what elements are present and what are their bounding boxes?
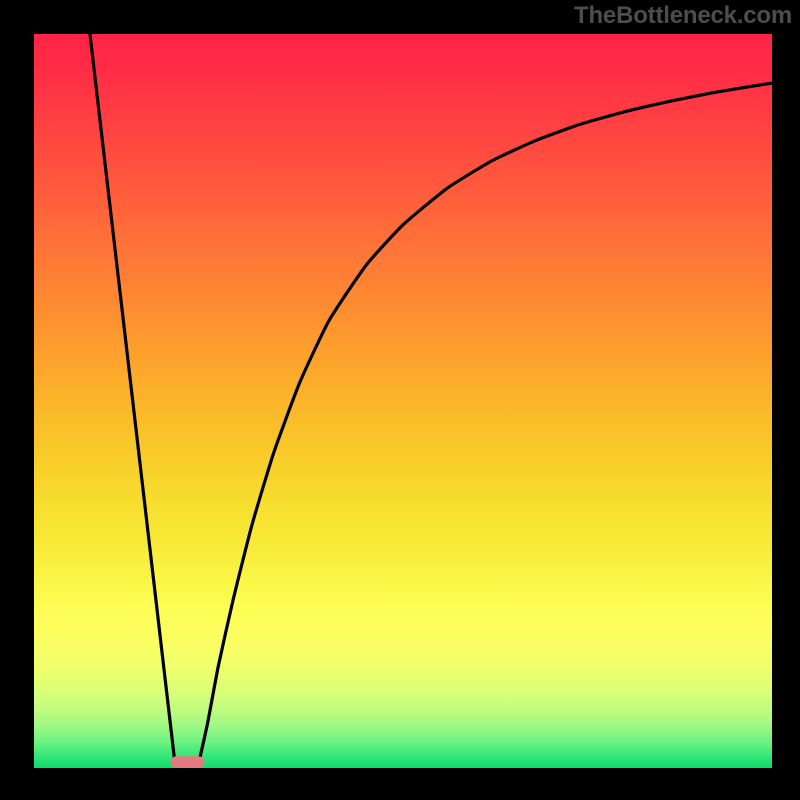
bottleneck-chart (0, 0, 800, 800)
plot-gradient-background (34, 34, 772, 768)
optimal-point-marker (171, 756, 205, 768)
watermark-text: TheBottleneck.com (574, 2, 792, 30)
